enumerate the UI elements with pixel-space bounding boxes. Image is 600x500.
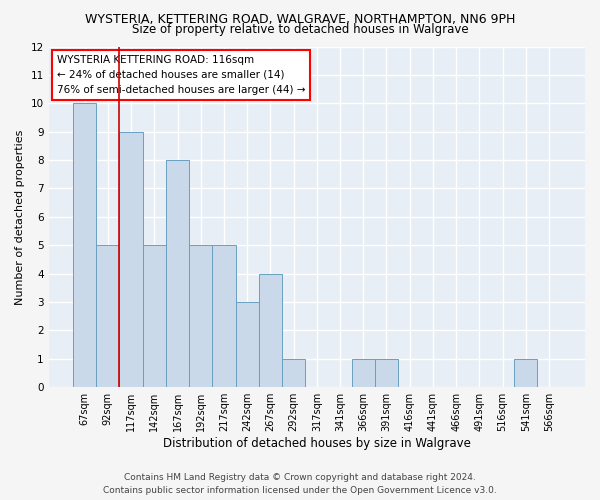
Bar bbox=[375, 359, 398, 387]
Bar bbox=[73, 104, 96, 387]
Text: Size of property relative to detached houses in Walgrave: Size of property relative to detached ho… bbox=[131, 22, 469, 36]
Bar bbox=[96, 245, 119, 387]
Bar bbox=[166, 160, 189, 387]
Text: WYSTERIA, KETTERING ROAD, WALGRAVE, NORTHAMPTON, NN6 9PH: WYSTERIA, KETTERING ROAD, WALGRAVE, NORT… bbox=[85, 12, 515, 26]
Bar bbox=[352, 359, 375, 387]
Bar bbox=[143, 245, 166, 387]
Bar bbox=[212, 245, 236, 387]
Bar bbox=[514, 359, 538, 387]
Bar bbox=[259, 274, 282, 387]
Text: WYSTERIA KETTERING ROAD: 116sqm
← 24% of detached houses are smaller (14)
76% of: WYSTERIA KETTERING ROAD: 116sqm ← 24% of… bbox=[57, 55, 305, 94]
Bar bbox=[189, 245, 212, 387]
Bar bbox=[236, 302, 259, 387]
X-axis label: Distribution of detached houses by size in Walgrave: Distribution of detached houses by size … bbox=[163, 437, 471, 450]
Bar bbox=[282, 359, 305, 387]
Text: Contains HM Land Registry data © Crown copyright and database right 2024.
Contai: Contains HM Land Registry data © Crown c… bbox=[103, 474, 497, 495]
Bar bbox=[119, 132, 143, 387]
Y-axis label: Number of detached properties: Number of detached properties bbox=[15, 129, 25, 304]
